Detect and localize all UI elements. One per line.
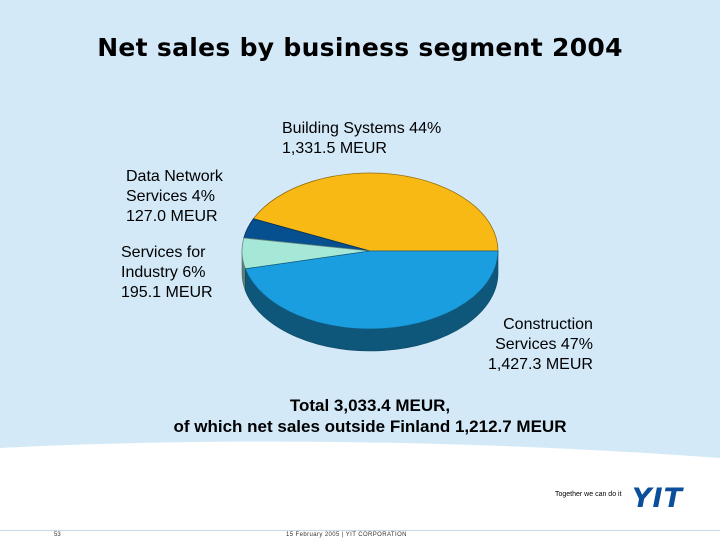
footer-date-company: 15 February 2005 | YIT CORPORATION [286,532,407,538]
yit-logo: YIT [632,483,684,514]
slice-label-line: Industry 6% [121,264,206,281]
slice-label-line: Building Systems 44% [282,120,442,137]
slice-label-data-network-services: Data Network Services 4% 127.0 MEUR [126,167,223,227]
slice-label-construction-services: Construction Services 47% 1,427.3 MEUR [488,315,593,375]
tagline: Together we can do it [555,491,622,498]
foreign-sales-line: of which net sales outside Finland 1,212… [173,417,567,436]
total-summary: Total 3,033.4 MEUR, of which net sales o… [0,395,720,437]
slice-label-line: Services 4% [126,188,215,205]
total-line: Total 3,033.4 MEUR, [289,396,451,415]
slice-label-services-for-industry: Services for Industry 6% 195.1 MEUR [121,243,213,303]
slice-label-line: 1,331.5 MEUR [282,140,387,157]
pie-slice-construction-services [244,250,499,330]
bottom-bar [0,530,720,540]
slice-label-line: 127.0 MEUR [126,208,218,225]
slice-label-line: 195.1 MEUR [121,284,213,301]
slice-label-line: Data Network [126,168,223,185]
chart-title: Net sales by business segment 2004 [97,33,623,62]
slice-label-building-systems: Building Systems 44% 1,331.5 MEUR [282,119,441,159]
pie-slice-building-systems [252,172,499,252]
slice-label-line: Services 47% [495,336,593,353]
footer-wave [0,441,720,540]
slice-label-line: Construction [503,316,593,333]
page-number: 53 [54,532,61,538]
slice-label-line: Services for [121,244,206,261]
slice-label-line: 1,427.3 MEUR [488,356,593,373]
